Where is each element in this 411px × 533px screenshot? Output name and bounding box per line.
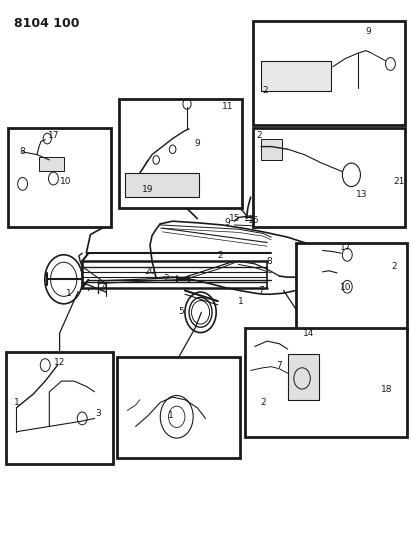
Text: 2: 2 — [260, 398, 266, 407]
Text: 8: 8 — [20, 148, 25, 156]
Text: 18: 18 — [381, 385, 392, 393]
FancyBboxPatch shape — [261, 61, 331, 91]
Text: 9: 9 — [194, 140, 200, 148]
Text: 1: 1 — [66, 289, 72, 297]
Bar — [296, 243, 407, 330]
Text: 4: 4 — [102, 282, 108, 290]
Text: 7: 7 — [277, 361, 282, 369]
Bar — [6, 352, 113, 464]
Text: 2: 2 — [217, 252, 223, 260]
Text: 2: 2 — [164, 274, 169, 283]
Bar — [253, 21, 405, 125]
Text: 21: 21 — [393, 177, 404, 185]
Text: 14: 14 — [302, 329, 314, 337]
Bar — [245, 328, 407, 437]
Text: 8104 100: 8104 100 — [14, 17, 80, 30]
Text: 1: 1 — [238, 297, 243, 305]
Text: 5: 5 — [178, 308, 184, 316]
Text: 12: 12 — [54, 358, 65, 367]
Text: 13: 13 — [356, 190, 367, 199]
Text: 2: 2 — [256, 132, 262, 140]
Text: 17: 17 — [339, 244, 351, 252]
FancyBboxPatch shape — [125, 173, 199, 197]
Bar — [253, 128, 405, 227]
Text: 7: 7 — [258, 286, 264, 295]
Bar — [119, 99, 242, 208]
Bar — [8, 128, 111, 227]
Text: 9: 9 — [365, 28, 371, 36]
Text: 10: 10 — [60, 177, 72, 185]
Text: 1: 1 — [14, 398, 19, 407]
Text: 11: 11 — [222, 102, 234, 111]
Text: 1: 1 — [168, 411, 173, 420]
Text: 10: 10 — [339, 284, 351, 292]
Bar — [288, 354, 319, 400]
Text: 2: 2 — [262, 86, 268, 95]
Text: 3: 3 — [96, 409, 102, 417]
Text: 16: 16 — [248, 216, 259, 224]
Text: 15: 15 — [229, 214, 241, 223]
Bar — [117, 357, 240, 458]
Text: 20: 20 — [144, 268, 156, 276]
Bar — [39, 157, 64, 171]
Text: 19: 19 — [142, 185, 154, 193]
Text: 9: 9 — [224, 219, 230, 227]
Text: 8: 8 — [266, 257, 272, 265]
Bar — [261, 139, 282, 160]
Text: 17: 17 — [48, 132, 59, 140]
Text: 2: 2 — [392, 262, 397, 271]
